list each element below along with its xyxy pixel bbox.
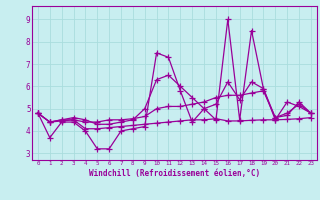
X-axis label: Windchill (Refroidissement éolien,°C): Windchill (Refroidissement éolien,°C) bbox=[89, 169, 260, 178]
